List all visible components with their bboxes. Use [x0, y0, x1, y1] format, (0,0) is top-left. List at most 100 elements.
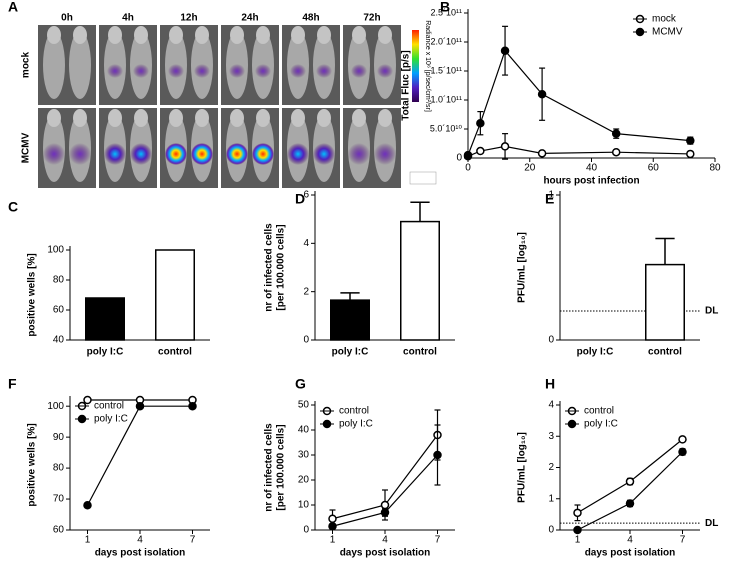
bar — [330, 299, 370, 341]
y-tick-label: 4 — [548, 400, 554, 411]
x-axis-title: days post isolation — [340, 548, 431, 559]
marker — [476, 118, 485, 128]
y-tick-label: 70 — [53, 494, 65, 505]
mouse-head — [317, 26, 331, 44]
x-tick-label: 40 — [586, 163, 598, 174]
mouse-head — [256, 26, 270, 44]
y-tick-label: 40 — [53, 335, 65, 346]
signal — [43, 143, 65, 165]
panel-letter: F — [8, 376, 17, 392]
marker — [537, 149, 547, 158]
mouse-head — [230, 109, 244, 127]
mouse — [43, 31, 65, 99]
signal — [377, 64, 393, 78]
y-tick-label: 1 — [548, 493, 554, 504]
row-label: MCMV — [21, 132, 32, 163]
x-axis-title: days post isolation — [95, 548, 186, 559]
mouse-head — [108, 109, 122, 127]
marker — [476, 146, 485, 156]
mouse-head — [134, 26, 148, 44]
signal — [104, 143, 126, 165]
marker — [328, 522, 337, 531]
y-axis-title: nr of infected cells — [264, 423, 275, 512]
row-label: mock — [21, 52, 32, 79]
bar — [85, 297, 125, 341]
mouse-head — [195, 26, 209, 44]
y-tick-label: 40 — [298, 425, 310, 436]
marker — [500, 46, 510, 55]
y-tick-label: 3 — [548, 431, 554, 442]
signal — [168, 64, 184, 78]
y-tick-label: 50 — [298, 400, 310, 411]
y-tick-label: 10 — [298, 500, 310, 511]
marker — [188, 401, 197, 411]
mouse-head — [378, 26, 392, 44]
legend-label: control — [584, 406, 614, 417]
column-label: 12h — [180, 13, 197, 24]
signal — [165, 143, 187, 165]
mouse-head — [73, 109, 87, 127]
x-tick-label: 1 — [330, 535, 336, 546]
legend-label: poly I:C — [339, 419, 373, 430]
marker — [625, 499, 635, 508]
signal — [194, 64, 210, 78]
panel-letter: C — [8, 199, 18, 215]
x-tick-label: 20 — [524, 163, 536, 174]
x-tick-label: 7 — [680, 535, 686, 546]
signal — [107, 64, 123, 78]
y-axis-title: positive wells [%] — [27, 253, 38, 336]
y-tick-label: 6 — [303, 190, 309, 201]
x-tick-label: control — [648, 347, 682, 358]
column-label: 0h — [61, 13, 73, 24]
mouse-head — [352, 109, 366, 127]
mouse-head — [47, 26, 61, 44]
y-tick-label: 0 — [303, 525, 309, 536]
panel-letter: D — [295, 191, 305, 207]
scale-box — [409, 171, 437, 185]
mouse-head — [352, 26, 366, 44]
signal — [252, 143, 274, 165]
marker — [380, 500, 390, 510]
y-axis-title: PFU/mL [log₁₀] — [517, 432, 528, 503]
mouse-head — [230, 26, 244, 44]
mouse-head — [195, 109, 209, 127]
y-tick-label: 1 — [548, 190, 554, 201]
series-line — [467, 49, 691, 156]
detection-limit-label: DL — [705, 306, 718, 317]
column-label: 72h — [363, 13, 380, 24]
y-tick-label: 60 — [53, 525, 65, 536]
x-tick-label: 1 — [575, 535, 581, 546]
legend-label: mock — [652, 14, 677, 25]
mouse-head — [256, 109, 270, 127]
x-tick-label: 7 — [435, 535, 441, 546]
marker — [573, 525, 582, 535]
y-tick-label: 80 — [53, 463, 65, 474]
column-label: 24h — [241, 13, 258, 24]
panel-letter: G — [295, 376, 306, 392]
signal — [255, 64, 271, 78]
marker — [686, 149, 695, 159]
signal — [287, 143, 309, 165]
marker — [537, 89, 547, 99]
signal — [130, 143, 152, 165]
mouse-head — [291, 109, 305, 127]
y-tick-label: 20 — [298, 475, 310, 486]
y-tick-label: 1.5´10¹¹ — [430, 65, 462, 75]
y-tick-label: 80 — [53, 275, 65, 286]
signal — [290, 64, 306, 78]
legend-label: MCMV — [652, 27, 683, 38]
y-tick-label: 0 — [548, 335, 554, 346]
signal — [316, 64, 332, 78]
bar — [645, 263, 685, 341]
y-axis-title: nr of infected cells — [264, 223, 275, 312]
marker — [135, 401, 145, 411]
column-label: 48h — [302, 13, 319, 24]
mouse-head — [317, 109, 331, 127]
colorbar — [412, 30, 419, 102]
x-tick-label: 4 — [382, 535, 388, 546]
y-tick-label: 4 — [303, 238, 309, 249]
y-tick-label: 60 — [53, 305, 65, 316]
y-axis-title: [per 100.000 cells] — [276, 424, 287, 510]
x-tick-label: 60 — [648, 163, 660, 174]
